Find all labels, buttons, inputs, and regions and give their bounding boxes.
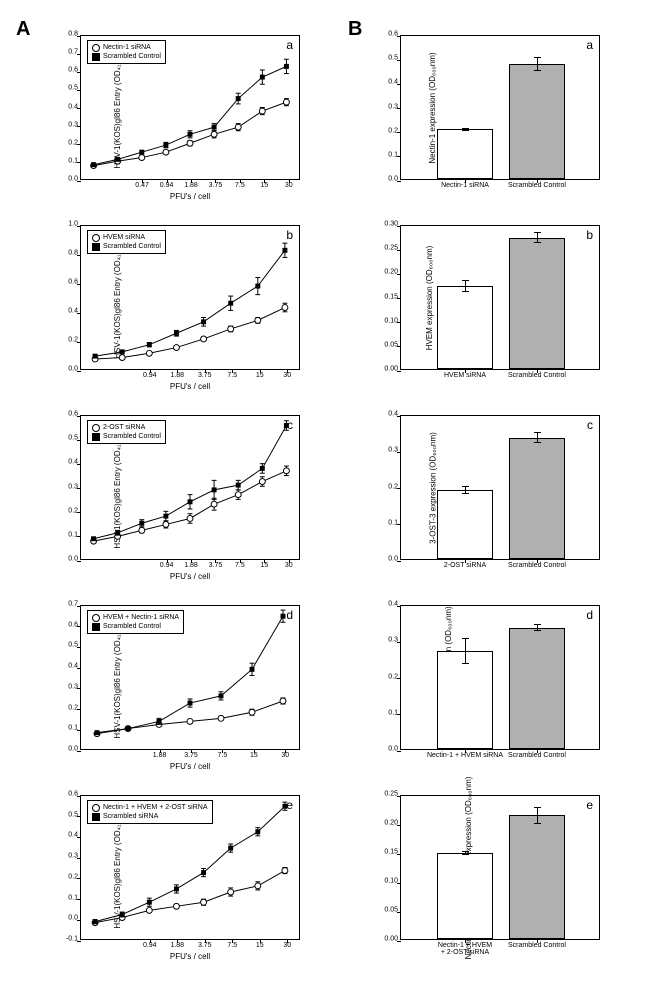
line-chart-panel: bHSV-1(KOS)gl86 Entry (OD₄₁₀nm)PFU's / c… (80, 225, 300, 370)
bar (437, 286, 493, 369)
circle-marker-icon (92, 44, 100, 52)
bar-chart-panel: c3-OST-3 expression (OD₆₀₀nm)0.00.10.20.… (400, 415, 600, 560)
line-chart-panel: eHSV-1(KOS)gl86 Entry (OD₄₁₀nm)PFU's / c… (80, 795, 300, 940)
square-marker-icon (92, 53, 100, 61)
bar (437, 129, 493, 179)
line-chart-panel: cHSV-1(KOS)gl86 Entry (OD₄₁₀nm)PFU's / c… (80, 415, 300, 560)
bar (509, 438, 565, 559)
legend-label: 2-OST siRNA (103, 423, 145, 432)
line-chart-panel: dHSV-1(KOS)gl86 Entry (OD₄₁₀nm)PFU's / c… (80, 605, 300, 750)
column-label-b: B (348, 18, 362, 41)
panel-letter: d (586, 608, 593, 622)
panel-letter: a (586, 38, 593, 52)
legend-label: HVEM + Nectin-1 siRNA (103, 613, 179, 622)
bar (509, 628, 565, 749)
circle-marker-icon (92, 424, 100, 432)
y-axis-label: HVEM expression (OD₆₀₀nm) (425, 245, 434, 350)
circle-marker-icon (92, 614, 100, 622)
bar (509, 238, 565, 369)
bar (509, 815, 565, 939)
x-axis-label: PFU's / cell (170, 952, 210, 961)
bar-chart-panel: dNectin-1 + HVEM expression (OD₆₀₀nm)0.0… (400, 605, 600, 750)
legend-label: Scrambled Control (103, 432, 161, 441)
circle-marker-icon (92, 804, 100, 812)
panel-letter: e (586, 798, 593, 812)
panel-letter: b (586, 228, 593, 242)
bar (437, 490, 493, 559)
legend-label: Scrambled Control (103, 242, 161, 251)
bar-chart-panel: eNectin-1 + HVEM + 3-OST-3 expression (O… (400, 795, 600, 940)
bar-chart-panel: aNectin-1 expression (OD₆₀₀nm)0.00.10.20… (400, 35, 600, 180)
circle-marker-icon (92, 234, 100, 242)
x-axis-label: PFU's / cell (170, 192, 210, 201)
legend-label: Scrambled Control (103, 52, 161, 61)
legend-label: Scrambled Control (103, 622, 161, 631)
bar (437, 853, 493, 939)
y-axis-label: Nectin-1 expression (OD₆₀₀nm) (428, 52, 437, 163)
panel-letter: c (587, 418, 593, 432)
figure-root: A B aHSV-1(KOS)gl86 Entry (OD₄₁₀nm)PFU's… (0, 0, 650, 994)
x-axis-label: PFU's / cell (170, 762, 210, 771)
column-label-a: A (16, 18, 30, 41)
legend-label: Nectin-1 + HVEM + 2-OST siRNA (103, 803, 208, 812)
legend: HVEM siRNAScrambled Control (87, 230, 166, 254)
square-marker-icon (92, 433, 100, 441)
legend: 2-OST siRNAScrambled Control (87, 420, 166, 444)
legend: Nectin-1 siRNAScrambled Control (87, 40, 166, 64)
bar (509, 64, 565, 179)
x-axis-label: PFU's / cell (170, 572, 210, 581)
x-axis-label: PFU's / cell (170, 382, 210, 391)
legend: Nectin-1 + HVEM + 2-OST siRNAScrambled s… (87, 800, 213, 824)
legend-label: Scrambled siRNA (103, 812, 158, 821)
square-marker-icon (92, 243, 100, 251)
y-axis-label: 3-OST-3 expression (OD₆₀₀nm) (428, 432, 437, 544)
legend-label: HVEM siRNA (103, 233, 145, 242)
bar (437, 651, 493, 749)
square-marker-icon (92, 813, 100, 821)
line-chart-panel: aHSV-1(KOS)gl86 Entry (OD₄₁₀nm)PFU's / c… (80, 35, 300, 180)
square-marker-icon (92, 623, 100, 631)
legend: HVEM + Nectin-1 siRNAScrambled Control (87, 610, 184, 634)
bar-chart-panel: bHVEM expression (OD₆₀₀nm)0.000.050.100.… (400, 225, 600, 370)
legend-label: Nectin-1 siRNA (103, 43, 151, 52)
